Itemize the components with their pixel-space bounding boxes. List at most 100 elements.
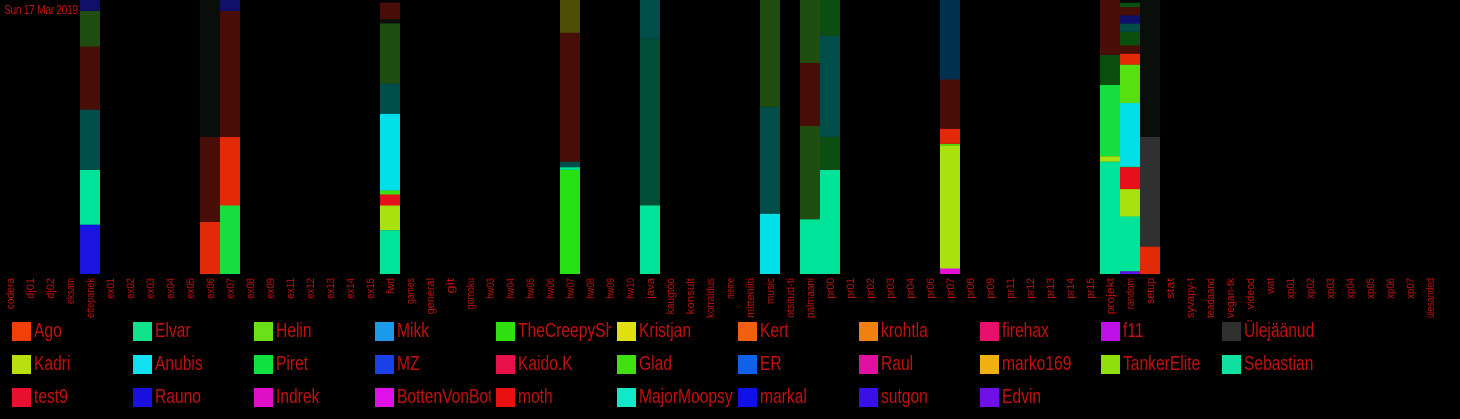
bar-segment xyxy=(1100,161,1120,274)
legend-label: MajorMoopsy xyxy=(639,385,733,408)
bar-segment xyxy=(820,169,840,274)
legend-label: Mikk xyxy=(397,319,430,342)
bar-segment xyxy=(80,109,100,170)
legend-swatch xyxy=(738,321,757,341)
bar-music xyxy=(760,0,780,274)
bar-segment xyxy=(800,219,820,274)
bar-segment xyxy=(1120,216,1140,272)
legend-label: Rauno xyxy=(155,385,201,408)
legend-label: Glad xyxy=(639,352,672,375)
x-tick-label: xp01 xyxy=(1285,278,1297,299)
legend: Ago Elvar Helin Mikk TheCreepySh Kristjan Kert… xyxy=(12,320,1452,419)
x-tick-label: ex05 xyxy=(185,278,197,299)
legend-swatch xyxy=(617,321,636,341)
legend-item: Elvar xyxy=(133,320,275,342)
bar-segment xyxy=(200,0,220,137)
bar-hw07 xyxy=(560,0,580,274)
x-tick-label: videod xyxy=(1245,278,1257,309)
x-tick-label: xp05 xyxy=(1365,278,1377,299)
legend-label: Ülejäänud xyxy=(1244,319,1315,342)
legend-swatch xyxy=(617,387,636,407)
legend-item: Mikk xyxy=(375,320,517,342)
bar-segment xyxy=(1100,54,1120,85)
legend-item: f11 xyxy=(1101,320,1243,342)
bar-segment xyxy=(1120,167,1140,190)
x-tick-label: java xyxy=(645,277,657,300)
x-tick-label: syvapy-t xyxy=(1185,278,1197,318)
bar-java xyxy=(640,0,660,274)
legend-label: Piret xyxy=(276,352,309,375)
legend-item: Kristjan xyxy=(617,320,759,342)
legend-swatch xyxy=(254,354,273,374)
x-tick-label: stat xyxy=(1165,278,1177,299)
bar-segment xyxy=(1140,0,1160,137)
legend-item: Indrek xyxy=(254,386,396,408)
x-tick-label: vegan-tk xyxy=(1225,278,1237,318)
bar-segment xyxy=(1120,103,1140,167)
legend-item: Anubis xyxy=(133,353,275,375)
legend-item: krohtla xyxy=(859,320,1001,342)
legend-swatch xyxy=(859,354,878,374)
bar-segment xyxy=(760,106,780,214)
x-tick-label: xp02 xyxy=(1305,278,1317,299)
legend-label: Ago xyxy=(34,319,62,342)
x-tick-label: xp04 xyxy=(1345,278,1357,299)
x-tick-label: ex14 xyxy=(345,278,357,299)
bar-segment xyxy=(80,0,100,11)
bar-segment xyxy=(800,0,820,64)
legend-swatch xyxy=(980,321,999,341)
legend-swatch xyxy=(375,387,394,407)
bar-segment xyxy=(380,230,400,274)
legend-item: BottenVonBot xyxy=(375,386,517,408)
bar-segment xyxy=(1120,7,1140,16)
x-tick-label: otsitud-ti xyxy=(785,278,797,318)
bar-segment xyxy=(1140,246,1160,274)
legend-label: MZ xyxy=(397,352,420,375)
bar-segment xyxy=(820,137,840,170)
x-tick-label: ex02 xyxy=(125,278,137,299)
x-tick-label: ex07 xyxy=(225,278,237,299)
x-tick-label: pr11 xyxy=(1005,278,1017,299)
bar-segment xyxy=(1120,189,1140,217)
x-tick-label: ex12 xyxy=(305,278,317,299)
legend-item: MajorMoopsy xyxy=(617,386,759,408)
legend-swatch xyxy=(859,387,878,407)
legend-label: firehax xyxy=(1002,319,1049,342)
bar-segment xyxy=(560,167,580,170)
bar-segment xyxy=(80,10,100,47)
x-tick-label: git xyxy=(445,278,457,294)
bar-segment xyxy=(640,205,660,274)
x-tick-label: setup xyxy=(1145,278,1157,304)
legend-item: Glad xyxy=(617,353,759,375)
bar-segment xyxy=(820,35,840,138)
x-tick-label: pr02 xyxy=(865,278,877,299)
x-tick-label: ex08 xyxy=(245,278,257,299)
x-tick-label: dj02 xyxy=(45,278,57,299)
legend-item: Rauno xyxy=(133,386,275,408)
legend-item: marko169 xyxy=(980,353,1122,375)
x-tick-label: pr01 xyxy=(845,278,857,299)
legend-label: Kristjan xyxy=(639,319,692,342)
legend-swatch xyxy=(1101,321,1120,341)
bar-segment xyxy=(940,128,960,144)
legend-swatch xyxy=(133,387,152,407)
bar-segment xyxy=(940,79,960,129)
x-tick-label: pr03 xyxy=(885,278,897,299)
legend-item: Ülejäänud xyxy=(1222,320,1364,342)
bar-palmaani xyxy=(800,0,820,274)
bar-segment xyxy=(380,23,400,84)
bar-ettepanek xyxy=(80,0,100,274)
x-tick-label: wat xyxy=(1265,278,1277,295)
x-tick-label: pr13 xyxy=(1045,278,1057,299)
legend-item: MZ xyxy=(375,353,517,375)
bar-fwd xyxy=(380,2,400,274)
x-tick-label: pr06 xyxy=(925,278,937,299)
legend-swatch xyxy=(859,321,878,341)
x-tick-label: ettepanek xyxy=(85,278,97,318)
bar-segment xyxy=(1140,137,1160,247)
bar-segment xyxy=(1120,2,1140,8)
bar-segment xyxy=(80,46,100,110)
legend-label: krohtla xyxy=(881,319,928,342)
x-tick-label: ex13 xyxy=(325,278,337,299)
bar-segment xyxy=(1120,166,1140,168)
